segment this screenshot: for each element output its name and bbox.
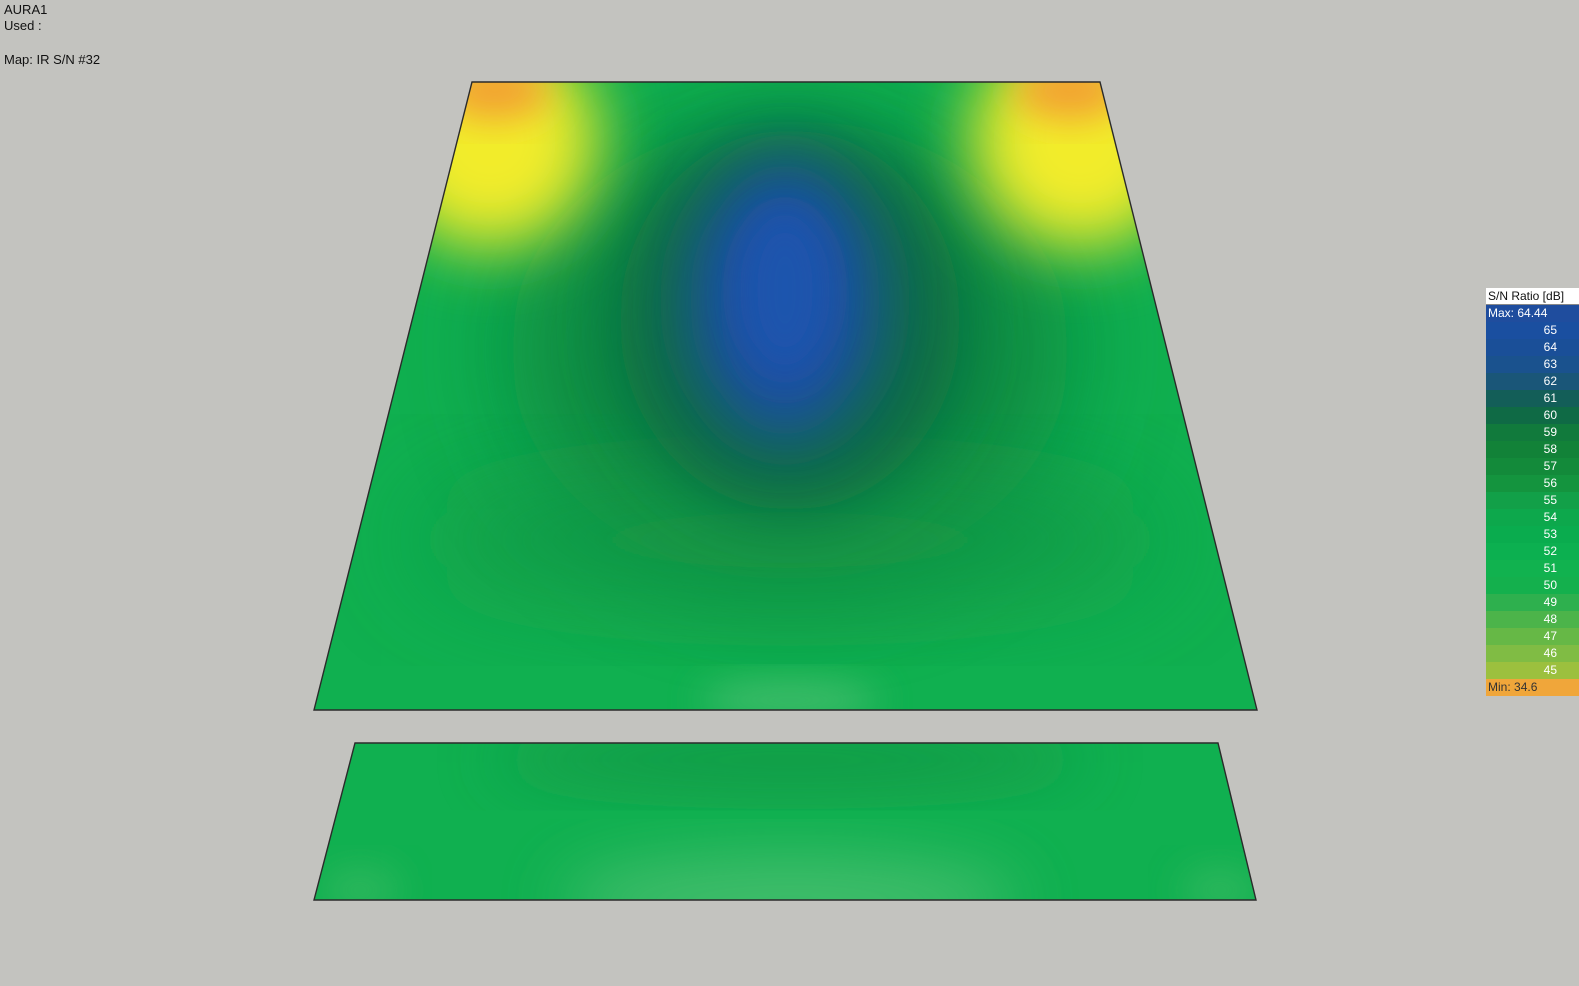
map-label-text: Map: IR S/N #32 (4, 52, 101, 67)
legend-min-label: Min: (1488, 680, 1511, 694)
legend-tick-row: 65 (1486, 322, 1579, 339)
sn-ratio-legend: S/N Ratio [dB] Max: 64.44 65 64 63 62 61 60 59… (1486, 288, 1579, 696)
legend-tick-row: 50 (1486, 577, 1579, 594)
map-info-panel: AURA1 Used : Map: IR S/N #32 (4, 2, 100, 68)
legend-tick-value: 58 (1543, 442, 1557, 456)
legend-tick-value: 56 (1543, 476, 1557, 490)
legend-tick-row: 51 (1486, 560, 1579, 577)
legend-tick-row: 59 (1486, 424, 1579, 441)
legend-tick-row: 45 (1486, 662, 1579, 679)
legend-tick-row: 60 (1486, 407, 1579, 424)
legend-tick-row: 57 (1486, 458, 1579, 475)
legend-tick-row: 49 (1486, 594, 1579, 611)
legend-tick-value: 57 (1543, 459, 1557, 473)
legend-tick-value: 47 (1543, 629, 1557, 643)
lower-floor-outline (313, 742, 1257, 901)
legend-tick-value: 62 (1543, 374, 1557, 388)
legend-tick-value: 59 (1543, 425, 1557, 439)
legend-tick-row: 56 (1486, 475, 1579, 492)
legend-tick-list: 65 64 63 62 61 60 59 58 57 56 55 54 53 52 51 50 49 48 47 46… (1486, 322, 1579, 679)
lower-floor-surface (314, 743, 1256, 900)
legend-tick-value: 53 (1543, 527, 1557, 541)
legend-tick-value: 52 (1543, 544, 1557, 558)
legend-tick-row: 47 (1486, 628, 1579, 645)
legend-tick-row: 48 (1486, 611, 1579, 628)
legend-min-row: Min: 34.6 (1486, 679, 1579, 696)
used-label-text: Used : (4, 18, 42, 33)
legend-tick-value: 60 (1543, 408, 1557, 422)
legend-max-label: Max: (1488, 306, 1515, 320)
legend-tick-row: 55 (1486, 492, 1579, 509)
upper-floor-surface (314, 82, 1257, 710)
legend-tick-value: 46 (1543, 646, 1557, 660)
legend-tick-value: 61 (1543, 391, 1557, 405)
legend-tick-row: 46 (1486, 645, 1579, 662)
upper-floor-outline (313, 81, 1258, 711)
app-name-text: AURA1 (4, 2, 48, 17)
legend-tick-row: 64 (1486, 339, 1579, 356)
legend-tick-value: 50 (1543, 578, 1557, 592)
legend-tick-row: 54 (1486, 509, 1579, 526)
legend-tick-row: 53 (1486, 526, 1579, 543)
legend-max-row: Max: 64.44 (1486, 305, 1579, 322)
legend-tick-row: 58 (1486, 441, 1579, 458)
legend-tick-row: 52 (1486, 543, 1579, 560)
legend-min-value: 34.6 (1514, 680, 1538, 694)
legend-title: S/N Ratio [dB] (1486, 288, 1579, 305)
legend-tick-row: 63 (1486, 356, 1579, 373)
legend-tick-value: 48 (1543, 612, 1557, 626)
legend-tick-value: 51 (1543, 561, 1557, 575)
legend-tick-row: 61 (1486, 390, 1579, 407)
legend-tick-value: 65 (1543, 323, 1557, 337)
legend-tick-value: 64 (1543, 340, 1557, 354)
legend-max-value: 64.44 (1517, 306, 1548, 320)
legend-tick-value: 49 (1543, 595, 1557, 609)
legend-tick-value: 54 (1543, 510, 1557, 524)
legend-tick-row: 62 (1486, 373, 1579, 390)
legend-tick-value: 63 (1543, 357, 1557, 371)
legend-tick-value: 55 (1543, 493, 1557, 507)
legend-tick-value: 45 (1543, 663, 1557, 677)
